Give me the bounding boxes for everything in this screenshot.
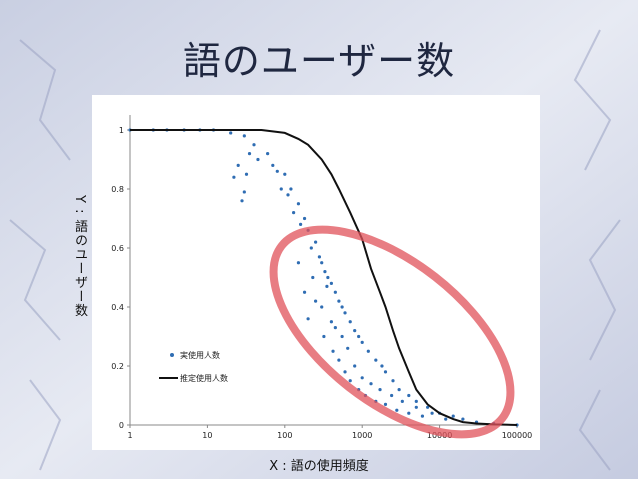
data-point	[240, 199, 244, 203]
data-point	[292, 211, 296, 215]
data-point	[252, 143, 256, 147]
data-point	[309, 246, 313, 250]
data-point	[271, 163, 275, 167]
y-tick-label: 0.4	[111, 303, 124, 312]
data-point	[461, 417, 465, 421]
data-point	[329, 281, 333, 285]
data-point	[266, 152, 270, 156]
data-point	[444, 417, 448, 421]
x-axis-label: X : 語の使用頻度	[269, 459, 369, 474]
scatter-chart: 00.20.40.60.81 1 10 100 1000 10000 100000 実使用…	[92, 95, 540, 450]
data-point	[383, 402, 388, 406]
data-point	[357, 334, 361, 339]
data-point	[360, 376, 364, 380]
data-point	[314, 299, 318, 303]
legend: 実使用人数 推定使用人数	[159, 350, 228, 383]
data-point	[256, 157, 260, 162]
data-point	[407, 411, 411, 415]
legend-label-line: 推定使用人数	[180, 373, 228, 383]
data-point	[326, 275, 330, 280]
x-tick-label: 1000	[352, 431, 372, 440]
data-point	[279, 187, 283, 191]
background-ice-texture	[9, 29, 621, 471]
data-point	[397, 388, 401, 392]
data-point	[451, 414, 455, 418]
legend-marker-points	[170, 353, 174, 357]
data-point	[322, 334, 326, 339]
data-point	[390, 393, 394, 398]
data-point	[353, 364, 357, 368]
y-tick-label: 0.2	[111, 362, 124, 371]
y-axis-label: Y : 語のユーザー数	[72, 195, 87, 318]
data-point	[306, 317, 310, 321]
data-point	[325, 284, 329, 288]
x-tick-label: 10	[202, 431, 212, 440]
data-point	[317, 255, 322, 259]
data-point	[302, 290, 307, 294]
chart-panel	[92, 95, 540, 450]
data-point	[329, 320, 333, 324]
data-point	[236, 163, 240, 167]
data-point	[430, 411, 434, 415]
data-point	[296, 202, 301, 206]
data-point	[346, 346, 350, 350]
data-point	[378, 388, 382, 392]
data-point	[340, 334, 344, 339]
data-point	[337, 358, 341, 362]
data-point	[247, 152, 252, 156]
data-point	[242, 190, 246, 194]
y-tick-label: 0.8	[111, 185, 124, 194]
data-point	[420, 414, 425, 418]
data-point	[369, 382, 373, 386]
data-point	[283, 172, 287, 176]
data-point	[414, 399, 418, 403]
data-point	[383, 370, 388, 374]
data-point	[232, 175, 236, 179]
data-point	[296, 261, 301, 265]
data-point	[400, 399, 404, 403]
data-point	[320, 305, 324, 309]
data-point	[348, 320, 352, 324]
data-point	[320, 261, 324, 265]
data-point	[353, 329, 357, 333]
data-point	[286, 193, 290, 197]
data-point	[343, 311, 347, 315]
data-point	[337, 299, 341, 303]
data-point	[374, 358, 378, 362]
data-point	[242, 134, 246, 138]
data-point	[244, 172, 249, 176]
data-point	[380, 364, 384, 368]
slide-title: 語のユーザー数	[182, 39, 456, 83]
y-tick-label: 0.6	[111, 244, 124, 253]
data-point	[366, 349, 370, 353]
data-point	[348, 379, 352, 383]
data-point	[395, 408, 399, 412]
x-tick-label: 1	[127, 431, 132, 440]
data-point	[333, 290, 337, 294]
data-point	[311, 275, 315, 280]
highlight-ellipse	[269, 225, 515, 439]
data-point	[426, 405, 430, 409]
data-point	[343, 370, 347, 374]
data-point	[407, 393, 411, 398]
x-tick-label: 100000	[502, 431, 533, 440]
data-point	[229, 131, 233, 135]
data-point	[414, 405, 418, 409]
data-point	[323, 270, 327, 274]
x-tick-label: 100	[277, 431, 292, 440]
y-tick-label: 1	[119, 126, 124, 135]
data-point	[360, 340, 364, 344]
data-point	[298, 222, 303, 226]
estimated-users-curve	[130, 129, 518, 426]
data-point	[340, 305, 344, 309]
data-point	[275, 169, 279, 173]
y-tick-label: 0	[119, 421, 124, 430]
data-point	[289, 187, 293, 191]
data-point	[302, 216, 307, 221]
data-point	[333, 326, 337, 330]
data-point	[331, 349, 335, 353]
data-point	[314, 240, 318, 244]
legend-label-points: 実使用人数	[180, 350, 220, 360]
data-point	[391, 379, 395, 383]
